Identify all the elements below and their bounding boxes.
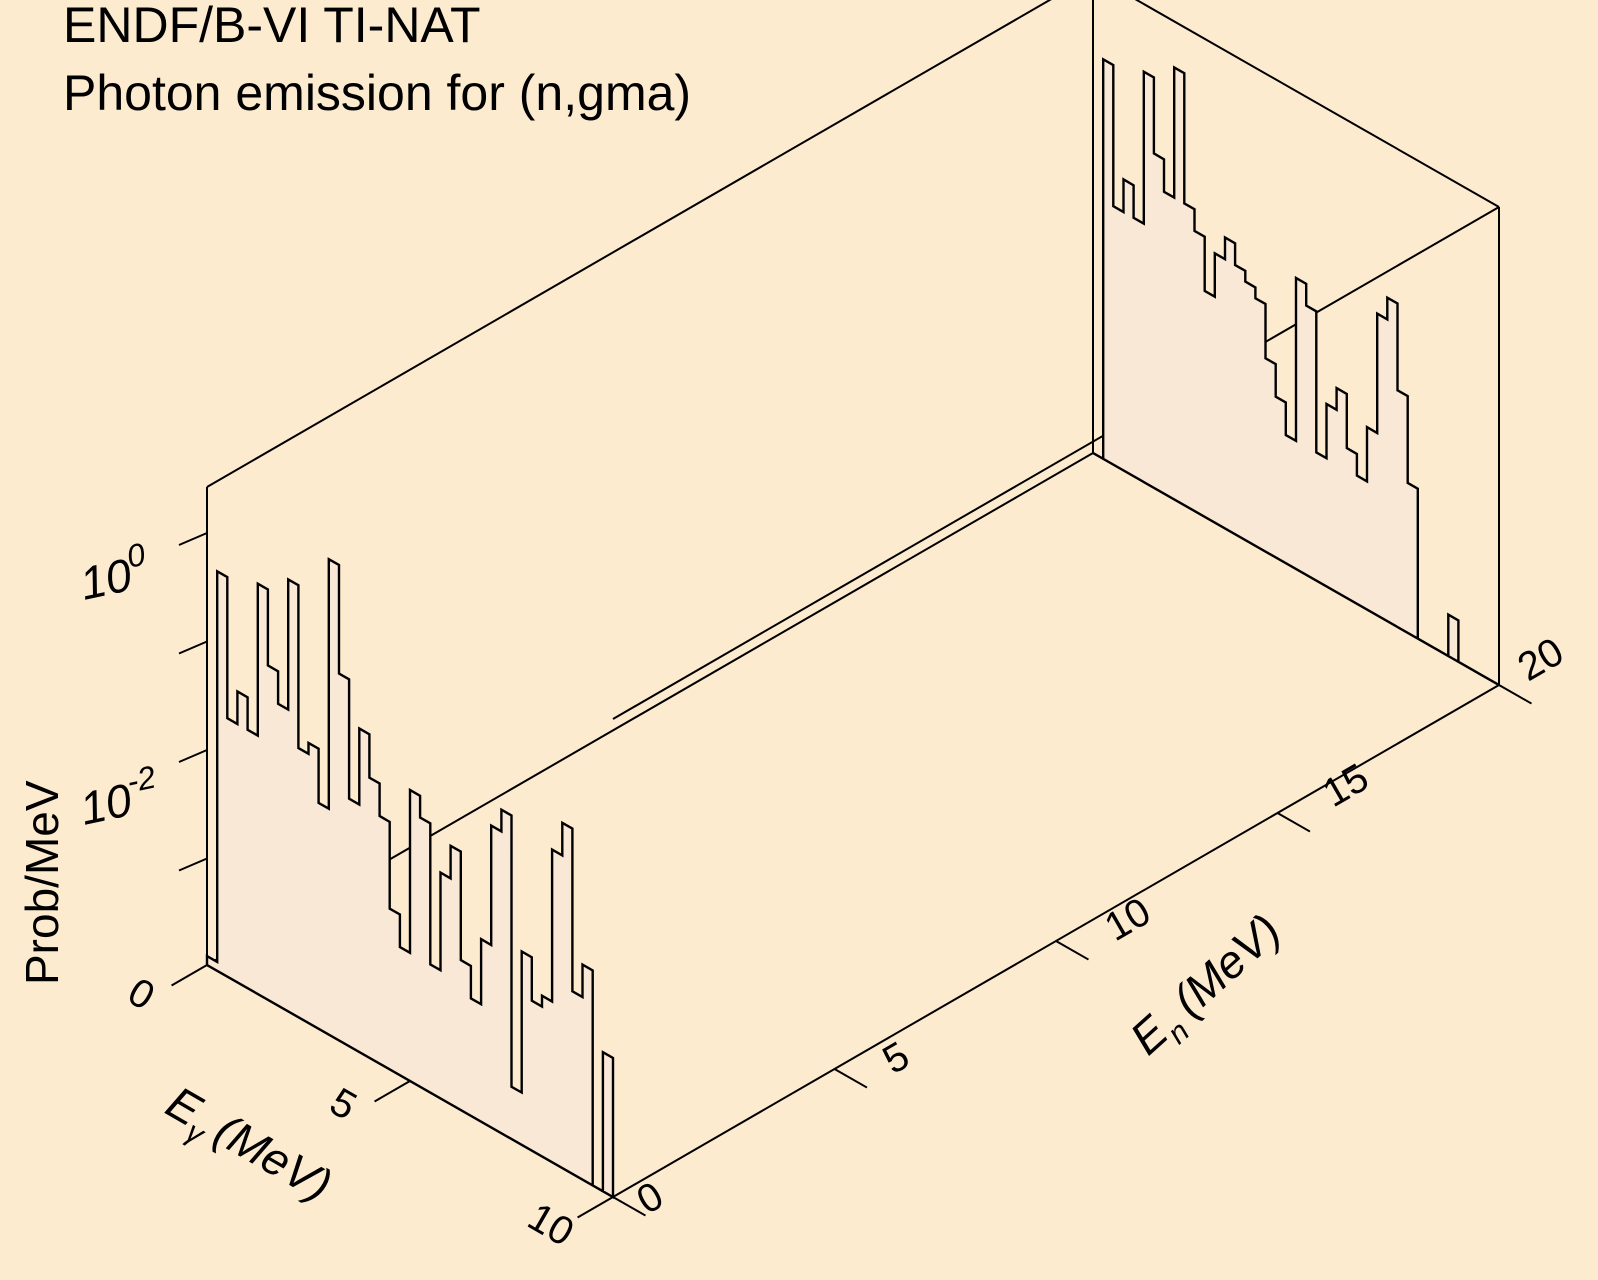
x-axis-label: Eγ(MeV) [154,1076,341,1219]
histograms [205,57,1500,1200]
z-tick-decade-1 [178,640,208,655]
y-tick-15 [1277,812,1311,833]
y-tick-0 [612,1196,646,1217]
y-tick-10 [1055,940,1089,961]
z-tick-label-1e-2-base: 10 [75,773,136,835]
x-tick-5 [374,1080,411,1103]
histogram-En-20 [1092,57,1500,687]
y-tick-20 [1498,684,1532,705]
box-top-left [206,0,1052,488]
z-tick-label-1e-2-exp: -2 [123,759,159,800]
y-tick-label-10: 10 [1098,889,1159,949]
z-tick-label-1e-2: 10-2 [73,759,164,835]
y-tick-label-15: 15 [1316,755,1377,815]
x-tick-label-10: 10 [521,1195,582,1255]
z-axis-label: Prob/MeV [16,780,68,985]
chart-title-line2: Photon emission for (n,gma) [63,65,691,121]
z-tick-label-1e0: 100 [73,536,153,610]
x-axis-label-unit: (MeV) [206,1103,340,1211]
tick-marks [171,532,1532,1219]
y-axis-label-unit: (MeV) [1163,904,1291,1026]
svg-text:Eγ(MeV): Eγ(MeV) [154,1076,341,1219]
x-tick-10 [577,1196,614,1219]
y-tick-label-5: 5 [876,1034,917,1083]
z-tick-decade-0 [178,532,208,546]
histogram-En-0 [205,557,615,1200]
x-tick-label-5: 5 [323,1080,364,1129]
chart-title-line1: ENDF/B-VI TI-NAT [63,0,481,53]
box-top-back [1134,0,1500,208]
x-tick-label-0: 0 [121,970,162,1019]
y-tick-5 [834,1068,868,1089]
y-tick-label-20: 20 [1511,629,1572,689]
z-tick-label-1e0-base: 10 [75,548,136,610]
z-tick-decade-3 [178,857,208,872]
z-tick-decade-2 [178,749,208,763]
y-tick-label-0: 0 [630,1174,671,1223]
box-top-near-right [612,206,1500,720]
x-tick-0 [171,964,208,987]
